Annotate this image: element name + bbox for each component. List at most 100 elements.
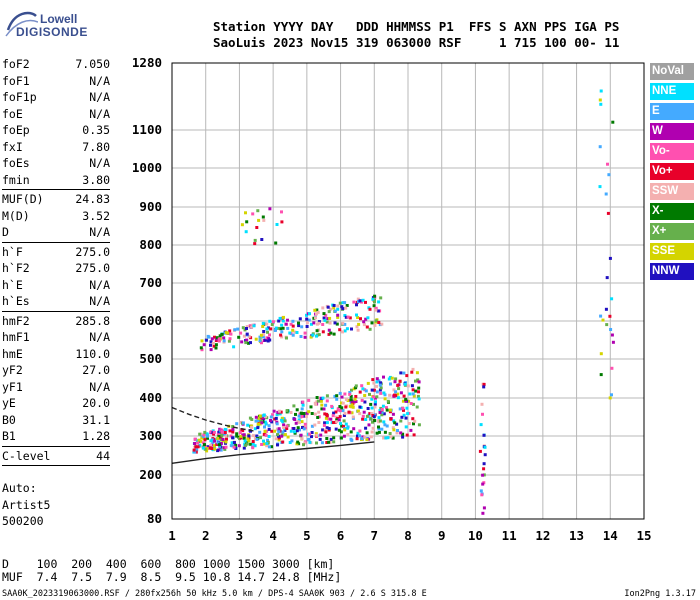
echo-point — [263, 425, 266, 429]
echo-point — [377, 430, 381, 434]
echo-point — [218, 334, 222, 338]
echo-point — [349, 437, 353, 441]
echo-point — [329, 417, 333, 421]
y-tick-label: 200 — [139, 467, 162, 482]
legend-item: W — [650, 123, 694, 140]
echo-point — [280, 210, 283, 214]
echo-point — [402, 371, 406, 375]
echo-point — [482, 506, 486, 510]
echo-point — [297, 442, 301, 446]
echo-point — [323, 412, 327, 416]
echo-point — [346, 433, 350, 436]
param-row: B0 31.1 — [2, 412, 110, 429]
param-value: 285.8 — [75, 313, 110, 328]
echo-point — [293, 330, 297, 334]
echo-point — [332, 436, 336, 440]
echo-point — [266, 330, 269, 334]
echo-point — [478, 449, 482, 453]
echo-point — [270, 323, 274, 326]
echo-point — [369, 402, 373, 406]
echo-point — [297, 324, 301, 328]
echo-point — [336, 307, 340, 311]
echo-point — [314, 402, 318, 406]
echo-point — [305, 313, 308, 317]
echo-point — [206, 445, 210, 449]
header-line-1: Station YYYY DAY DDD HHMMSS P1 FFS S AXN… — [213, 19, 620, 34]
echo-point — [412, 402, 415, 406]
echo-point — [295, 331, 299, 334]
echo-point — [321, 396, 325, 400]
echo-point — [267, 427, 271, 431]
param-label: fxI — [2, 139, 23, 154]
echo-point — [370, 412, 374, 416]
echo-point — [413, 419, 417, 423]
param-row: hmF1 N/A — [2, 329, 110, 346]
echo-point — [308, 432, 312, 436]
echo-point — [324, 403, 328, 407]
echo-point — [275, 413, 279, 417]
echo-point — [608, 314, 612, 318]
echo-point — [599, 314, 603, 318]
echo-point — [245, 442, 249, 446]
echo-point — [357, 322, 361, 326]
echo-point — [239, 331, 243, 335]
echo-point — [361, 298, 365, 302]
y-tick-label: 1000 — [132, 160, 162, 175]
autoscaling-info: Auto: Artist5 500200 — [2, 480, 50, 530]
echo-point — [332, 440, 336, 444]
echo-point — [270, 445, 274, 449]
legend-item: SSW — [650, 183, 694, 200]
echo-point — [282, 315, 285, 319]
echo-point — [314, 432, 318, 436]
echo-point — [213, 335, 216, 339]
param-label: yE — [2, 396, 16, 410]
echo-point — [196, 445, 200, 449]
echo-point — [375, 377, 379, 381]
echo-point — [382, 412, 386, 416]
echo-point — [339, 430, 343, 434]
echo-point — [221, 438, 225, 441]
echo-point — [380, 322, 384, 326]
echo-point — [335, 420, 339, 424]
echo-point — [213, 447, 217, 451]
echo-point — [214, 343, 218, 347]
echo-point — [599, 352, 603, 356]
x-tick-label: 1 — [168, 528, 176, 543]
echo-point — [338, 328, 342, 332]
echo-point — [381, 404, 385, 408]
echo-point — [317, 421, 321, 424]
echo-point — [317, 415, 321, 419]
echo-point — [229, 332, 233, 336]
echo-point — [355, 313, 358, 317]
echo-point — [331, 421, 335, 424]
x-tick-label: 13 — [569, 528, 584, 543]
echo-point — [383, 430, 387, 434]
echo-point — [260, 443, 264, 446]
echo-point — [389, 435, 393, 439]
echo-point — [298, 428, 301, 432]
param-value: N/A — [89, 225, 110, 239]
echo-point — [203, 438, 207, 442]
echo-point — [239, 434, 243, 438]
echo-point — [325, 399, 329, 403]
echo-point — [399, 419, 403, 423]
echo-point — [212, 344, 216, 348]
echo-point — [599, 89, 603, 93]
echo-point — [355, 303, 358, 307]
echo-point — [382, 436, 386, 440]
param-row: M(D) 3.52 — [2, 208, 110, 225]
echo-point — [343, 314, 347, 317]
echo-point — [312, 321, 316, 325]
echo-point — [599, 373, 603, 377]
echo-point — [211, 440, 215, 444]
echo-point — [333, 321, 337, 325]
echo-point — [401, 435, 405, 439]
echo-point — [399, 431, 403, 435]
echo-point — [261, 335, 265, 339]
echo-point — [202, 433, 206, 437]
echo-point — [360, 300, 364, 304]
echo-point — [264, 433, 268, 437]
echo-point — [277, 430, 281, 434]
param-label: foE — [2, 106, 23, 121]
